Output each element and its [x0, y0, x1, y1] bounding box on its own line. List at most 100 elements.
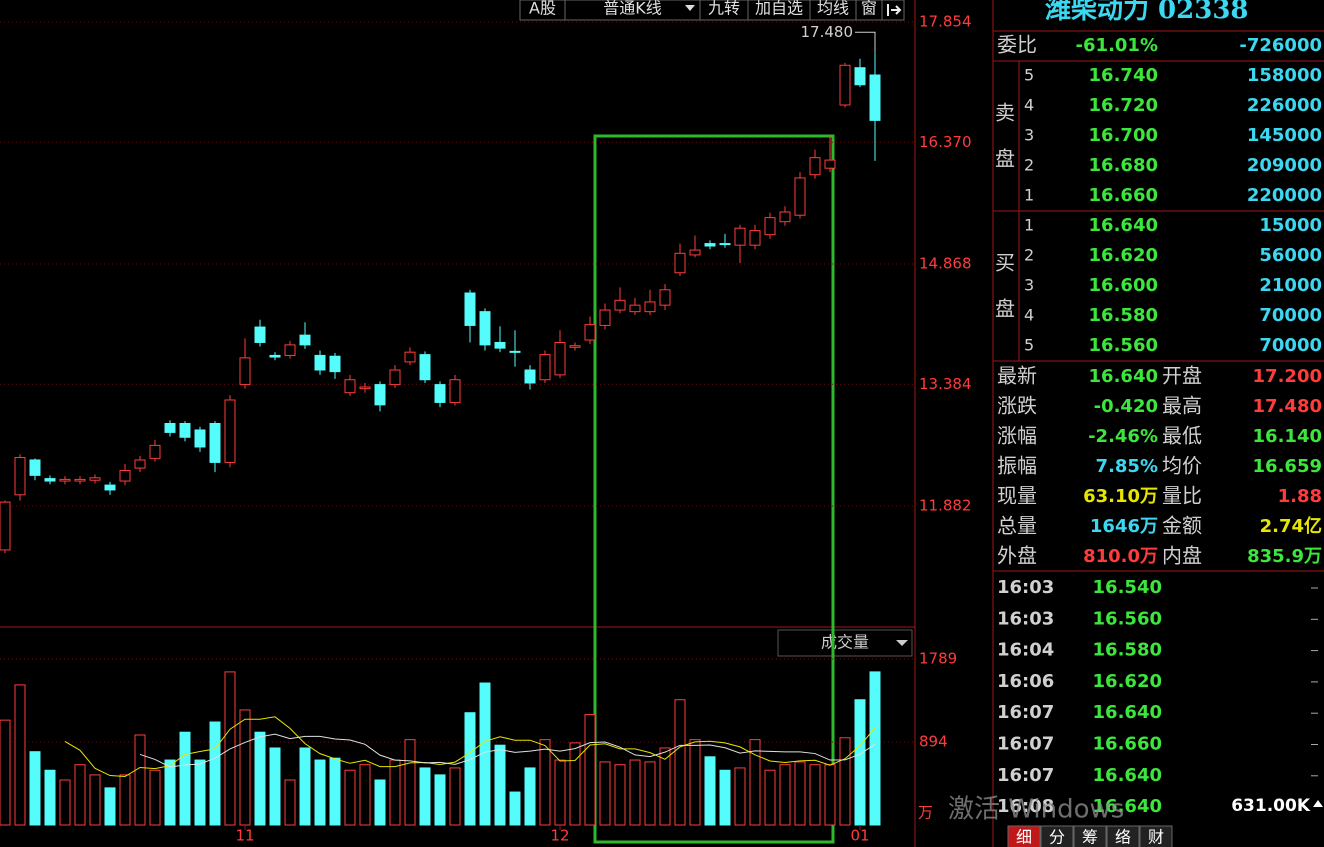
volume-bar [299, 747, 311, 826]
trade-price: 16.640 [1093, 796, 1162, 817]
y-tick-label: 13.384 [919, 375, 972, 393]
volume-bar [209, 721, 221, 826]
tab[interactable] [1007, 825, 1041, 847]
candle-body [89, 477, 101, 481]
x-tick-label: 01 [850, 827, 869, 845]
level: 1 [1024, 186, 1034, 205]
volume-bar [809, 764, 821, 826]
volume-bar [269, 747, 281, 826]
sell-label: 卖 [995, 101, 1015, 125]
stat-label: 最低 [1162, 424, 1202, 448]
ratio-label: 委比 [997, 33, 1037, 57]
trade-time: 16:07 [997, 734, 1054, 755]
candle-body [809, 157, 821, 176]
tab[interactable] [1139, 825, 1173, 847]
volume-bar [674, 699, 686, 826]
volume-bar [419, 767, 431, 826]
volume-bar [314, 759, 326, 826]
candle-body [164, 422, 176, 433]
stat-value: 16.140 [1253, 426, 1322, 447]
candle-body [224, 399, 236, 463]
candle-body [509, 350, 521, 353]
candle-body [839, 64, 851, 106]
volume-bar [149, 769, 161, 826]
market-button-label: A股 [529, 0, 556, 18]
candle-body [254, 326, 266, 343]
stat-value: 1646万 [1090, 516, 1158, 537]
candle-body [0, 501, 11, 551]
stat-value: -2.46% [1088, 426, 1158, 447]
trade-time: 16:07 [997, 702, 1054, 723]
volume-bar [239, 709, 251, 826]
stat-label: 最高 [1162, 394, 1202, 418]
tab[interactable] [1073, 825, 1107, 847]
candle-body [419, 354, 431, 381]
volume-bar [329, 757, 341, 826]
tab[interactable] [1040, 825, 1074, 847]
volume-unit: 万 [918, 804, 933, 822]
highlight-box [593, 134, 835, 844]
stat-value: -0.420 [1094, 396, 1158, 417]
candle-body [704, 243, 716, 247]
volume-bar [629, 759, 641, 826]
candle-body [389, 369, 401, 386]
candle-body [329, 355, 341, 373]
trade-price: 16.560 [1093, 608, 1162, 629]
candle-body [209, 422, 221, 463]
stat-label: 金额 [1162, 514, 1202, 538]
volume-bar [89, 774, 101, 826]
volume-bar [554, 759, 566, 826]
candle-body [344, 379, 356, 394]
price: 16.580 [1089, 305, 1158, 326]
volume-bar [404, 739, 416, 826]
trade-price: 16.620 [1093, 671, 1162, 692]
level: 5 [1024, 66, 1034, 85]
level: 3 [1024, 126, 1034, 145]
price: 16.640 [1089, 215, 1158, 236]
volume-bar [254, 731, 266, 826]
volume: 220000 [1247, 185, 1322, 206]
trade-time: 16:04 [997, 640, 1054, 661]
tab-label: 分 [1049, 828, 1065, 847]
price: 16.560 [1089, 335, 1158, 356]
trade-time: 16:08 [997, 796, 1054, 817]
volume-bar [134, 734, 146, 826]
watermark: 激活 Windows [948, 795, 1124, 825]
candle-body [614, 299, 626, 311]
volume-dropdown[interactable] [777, 629, 913, 657]
trade-time: 16:03 [997, 577, 1054, 598]
tool-button-label: 窗 [861, 0, 877, 18]
tab[interactable] [1106, 825, 1140, 847]
candle-body [749, 230, 761, 246]
ratio-diff: -726000 [1239, 35, 1322, 56]
volume-bar [794, 761, 806, 826]
volume-bar [74, 764, 86, 826]
volume-bar [374, 779, 386, 826]
candle-body [74, 478, 86, 482]
candle-body [269, 354, 281, 358]
volume-bar [719, 769, 731, 826]
volume: 21000 [1259, 275, 1322, 296]
volume-bar [734, 767, 746, 826]
candle-body [44, 478, 56, 482]
trade-time: 16:07 [997, 765, 1054, 786]
volume: 158000 [1247, 65, 1322, 86]
volume-bar [614, 764, 626, 826]
volume: 56000 [1259, 245, 1322, 266]
volume-bar [194, 759, 206, 826]
candle-body [764, 217, 776, 236]
ktype-button-label: 普通K线 [603, 0, 662, 18]
stat-value: 835.9万 [1247, 546, 1322, 567]
volume-bar [584, 714, 596, 826]
stat-label: 总量 [997, 514, 1037, 538]
volume-bar [854, 699, 866, 826]
volume-bar [539, 739, 551, 826]
candle-body [584, 324, 596, 341]
volume-bar [59, 779, 71, 826]
ratio-value: -61.01% [1076, 35, 1158, 56]
price: 16.720 [1089, 95, 1158, 116]
level: 3 [1024, 276, 1034, 295]
x-tick-label: 11 [235, 827, 254, 845]
volume-bar [104, 787, 116, 826]
